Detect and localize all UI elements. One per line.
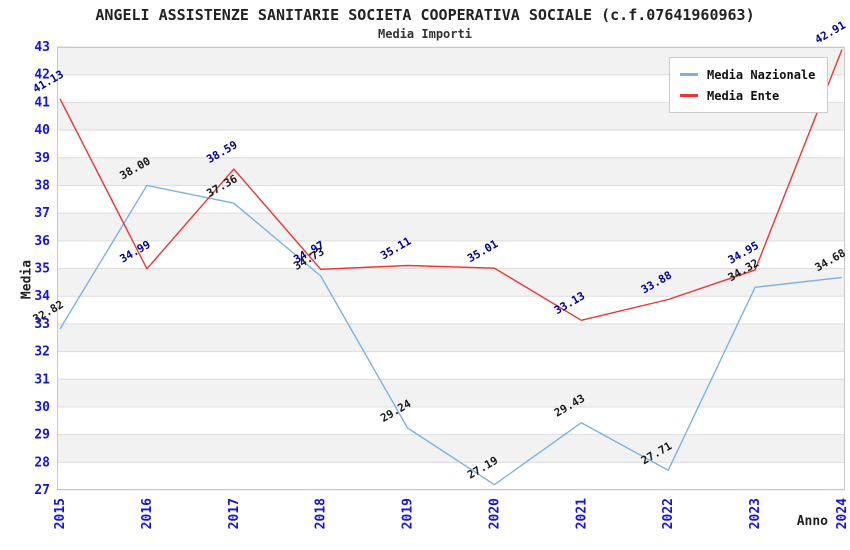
grid-band [57,157,845,186]
plot-area: 32.8238.0037.3634.7329.2427.1929.4327.71… [31,18,850,529]
legend-item-media-ente[interactable]: Media Ente [680,85,815,106]
grid-band [57,268,845,297]
grid-band [57,379,845,407]
x-tick-label: 2021 [574,498,589,529]
media-nazionale-line-swatch-icon [680,73,698,76]
grid-band [57,434,845,463]
chart-subtitle: Media Importi [378,27,472,41]
y-axis-title: Media [19,259,35,300]
x-tick-label: 2024 [835,498,850,529]
y-tick-label: 32 [34,345,50,360]
x-tick-label: 2022 [661,498,676,529]
grid-band [57,213,845,241]
series-line-1 [59,49,843,321]
y-tick-label: 28 [34,455,50,470]
x-tick-label: 2016 [140,498,155,529]
y-tick-label: 42 [34,68,50,83]
y-tick-label: 33 [34,317,50,332]
x-tick-label: 2017 [227,498,242,529]
y-tick-label: 29 [34,428,50,443]
y-tick-label: 40 [34,123,50,138]
legend-label-media-nazionale: Media Nazionale [707,67,816,82]
y-tick-label: 30 [34,400,50,415]
data-label-1: 34.99 [118,238,153,266]
x-axis-title: Anno [796,514,828,529]
media-ente-line-swatch-icon [680,94,698,97]
y-tick-label: 37 [34,206,50,221]
y-tick-label: 34 [34,289,50,304]
x-tick-label: 2018 [314,498,329,529]
grid-band [57,323,845,352]
series-line-0 [59,184,843,486]
y-tick-label: 39 [34,151,50,166]
y-tick-label: 31 [34,372,50,387]
x-tick-label: 2023 [748,498,763,529]
y-tick-label: 35 [34,262,50,277]
y-tick-label: 41 [34,95,50,110]
chart-title: ANGELI ASSISTENZE SANITARIE SOCIETA COOP… [95,6,755,24]
x-tick-label: 2020 [487,498,502,529]
y-tick-label: 43 [34,40,50,55]
x-tick-label: 2015 [53,498,68,529]
legend-label-media-ente: Media Ente [707,88,780,103]
x-tick-label: 2019 [401,498,416,529]
y-tick-label: 36 [34,234,50,249]
y-tick-label: 27 [34,483,50,498]
legend: Media Nazionale Media Ente [669,57,829,113]
plot-border [57,47,845,490]
y-tick-label: 38 [34,178,50,193]
legend-item-media-nazionale[interactable]: Media Nazionale [680,64,815,85]
